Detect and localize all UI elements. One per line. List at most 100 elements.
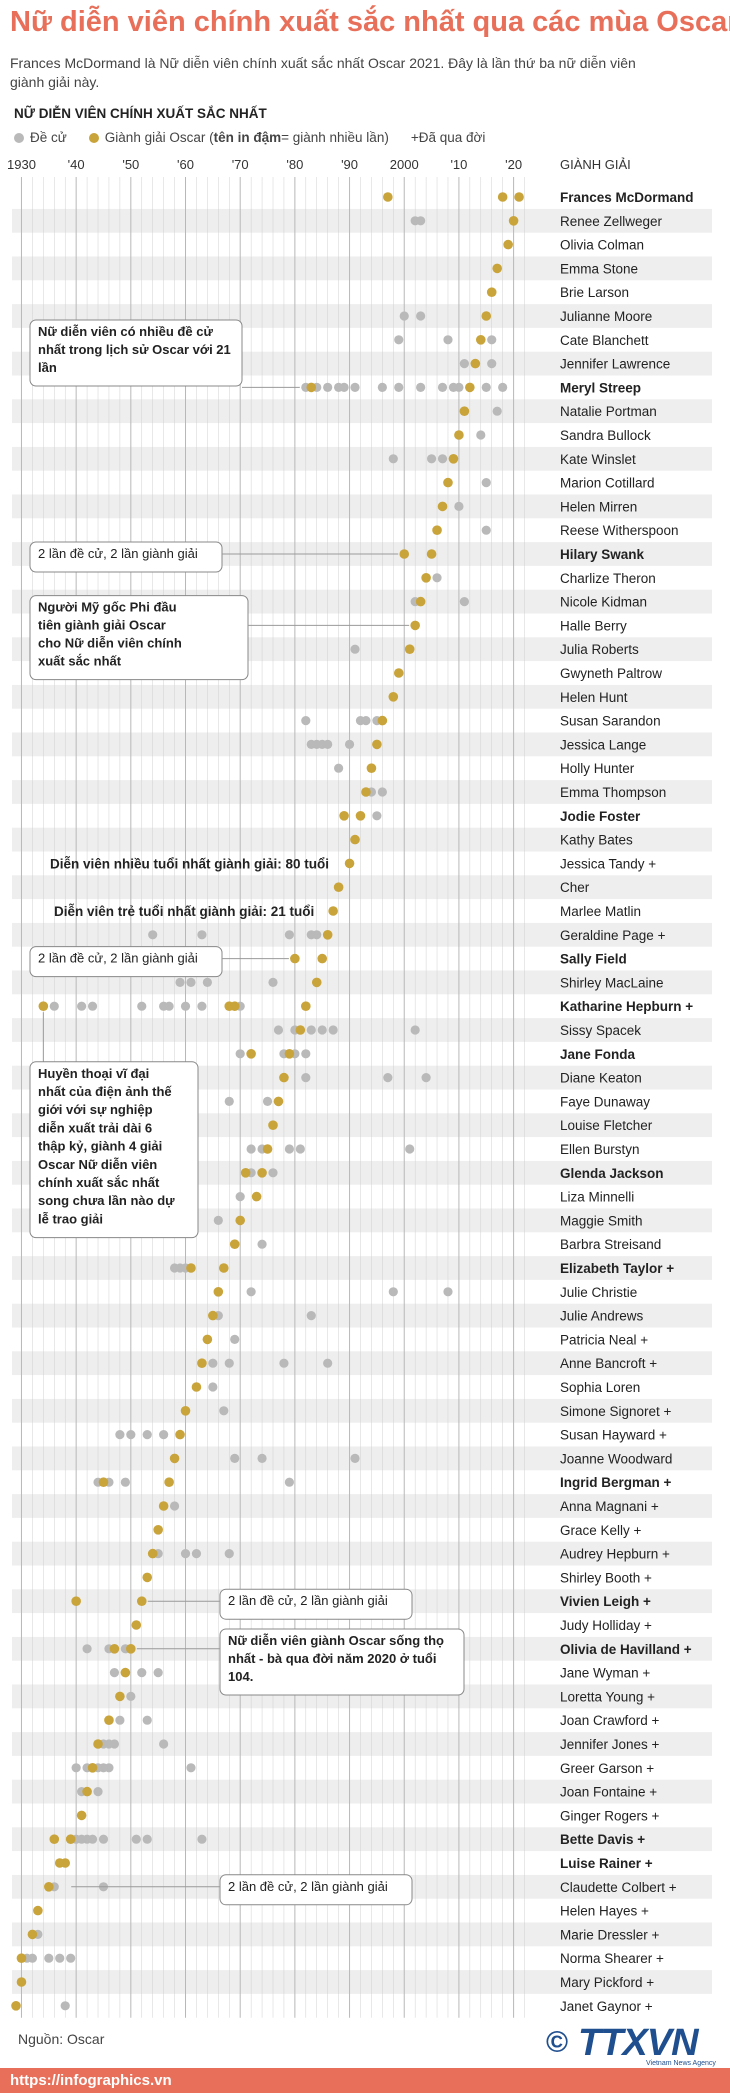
win-dot bbox=[147, 1548, 158, 1559]
win-dot bbox=[470, 358, 481, 369]
nomination-dot bbox=[350, 1453, 360, 1463]
x-tick-label: '70 bbox=[232, 157, 249, 172]
nomination-dot bbox=[159, 1430, 169, 1440]
nomination-dot bbox=[350, 644, 360, 654]
nomination-dot bbox=[164, 1001, 174, 1011]
win-dot bbox=[71, 1596, 81, 1606]
win-dot bbox=[251, 1191, 262, 1202]
win-dot bbox=[497, 192, 508, 202]
nomination-dot bbox=[230, 1334, 240, 1344]
row-stripe bbox=[12, 1018, 712, 1042]
nomination-dot bbox=[175, 977, 185, 988]
nomination-dot bbox=[82, 1644, 92, 1654]
win-dot bbox=[262, 1144, 273, 1154]
win-dot bbox=[180, 1406, 191, 1416]
win-dot bbox=[344, 858, 355, 869]
nomination-dot bbox=[487, 359, 497, 369]
actress-name: Janet Gaynor + bbox=[560, 1999, 653, 2014]
win-dot bbox=[197, 1358, 207, 1368]
win-dot bbox=[208, 1310, 218, 1321]
annotation-box bbox=[219, 1588, 413, 1620]
win-dot bbox=[153, 1525, 163, 1535]
annotation-line: cho Nữ diễn viên chính bbox=[38, 636, 182, 651]
nomination-dot bbox=[306, 1025, 316, 1035]
legend-winner-prefix: Giành giải Oscar ( bbox=[104, 130, 214, 145]
annotation-line: thập kỷ, giành 4 giải bbox=[38, 1139, 162, 1154]
annotation-line: Oscar Nữ diễn viên bbox=[38, 1157, 157, 1172]
actress-name: Frances McDormand bbox=[560, 190, 694, 205]
actress-name: Julie Andrews bbox=[560, 1309, 644, 1324]
nomination-dot bbox=[109, 1739, 120, 1749]
nomination-dot bbox=[197, 1001, 207, 1011]
chart-legend: Đề cử Giành giải Oscar (tên in đậm = già… bbox=[14, 130, 485, 145]
annotation-line: lễ trao giải bbox=[38, 1211, 103, 1226]
row-stripe bbox=[12, 1779, 712, 1804]
win-dot bbox=[448, 454, 459, 464]
nomination-dot bbox=[481, 525, 491, 535]
win-dot bbox=[246, 1049, 256, 1059]
actress-name: Nicole Kidman bbox=[560, 595, 647, 610]
actress-name: Faye Dunaway bbox=[560, 1094, 650, 1109]
actress-name: Shirley MacLaine bbox=[560, 975, 664, 990]
footer-bar: https://infographics.vn bbox=[0, 2068, 730, 2093]
actress-name: Patricia Neal + bbox=[560, 1332, 648, 1347]
actress-name: Julianne Moore bbox=[560, 309, 652, 324]
nomination-dot bbox=[284, 1477, 295, 1487]
nomination-dot bbox=[27, 1953, 38, 1963]
nomination-dot bbox=[284, 930, 295, 940]
win-dot bbox=[82, 1786, 92, 1797]
nomination-dot bbox=[454, 382, 464, 392]
row-stripe bbox=[12, 827, 712, 852]
annotation-line: 2 lần đề cử, 2 lần giành giải bbox=[228, 1879, 388, 1894]
annotation-line: Nữ diễn viên giành Oscar sống thọ bbox=[228, 1633, 444, 1648]
win-dot bbox=[120, 1667, 131, 1678]
nomination-dot bbox=[197, 930, 207, 940]
nomination-dot bbox=[262, 1096, 273, 1106]
nomination-dot bbox=[416, 311, 426, 321]
row-stripe bbox=[12, 1541, 712, 1566]
nomination-dot bbox=[394, 335, 404, 345]
footer-url-link[interactable]: https://infographics.vn bbox=[10, 2072, 172, 2089]
nomination-dot bbox=[71, 1763, 81, 1773]
nomination-dot bbox=[126, 1430, 136, 1440]
nomination-dot bbox=[498, 382, 508, 392]
annotation-box bbox=[219, 1874, 413, 1906]
actress-name: Gwyneth Paltrow bbox=[560, 666, 662, 681]
annotation-oldest: Diễn viên nhiều tuổi nhất giành giải: 80… bbox=[50, 856, 329, 871]
nomination-dot bbox=[66, 1953, 76, 1963]
nomination-dot bbox=[44, 1953, 54, 1963]
nomination-dot bbox=[60, 2001, 70, 2011]
win-dot bbox=[44, 1882, 54, 1892]
actress-name: Marie Dressler + bbox=[560, 1927, 660, 1942]
actress-name: Jodie Foster bbox=[560, 809, 641, 824]
actress-name: Hilary Swank bbox=[560, 547, 645, 562]
win-dot bbox=[399, 549, 410, 559]
annotation-line: xuất sắc nhất bbox=[38, 654, 122, 669]
row-stripe bbox=[12, 732, 712, 757]
actress-name: Audrey Hepburn + bbox=[560, 1547, 670, 1562]
nomination-dot bbox=[208, 1382, 218, 1392]
nomination-dot bbox=[437, 454, 448, 464]
actress-name: Loretta Young + bbox=[560, 1689, 655, 1704]
nomination-dot bbox=[399, 311, 409, 321]
actress-name: Vivien Leigh + bbox=[560, 1594, 651, 1609]
win-dot bbox=[33, 1905, 43, 1916]
actress-name: Joan Fontaine + bbox=[560, 1785, 657, 1800]
win-dot bbox=[115, 1691, 125, 1702]
nomination-dot bbox=[131, 1834, 141, 1844]
win-dot bbox=[273, 1096, 284, 1107]
win-dot bbox=[38, 1001, 49, 1011]
actress-name: Charlize Theron bbox=[560, 571, 656, 586]
actress-name: Greer Garson + bbox=[560, 1761, 654, 1776]
nomination-dot bbox=[481, 478, 491, 488]
actress-name: Anna Magnani + bbox=[560, 1499, 659, 1514]
actress-name: Reese Witherspoon bbox=[560, 523, 679, 538]
win-dot bbox=[410, 620, 420, 631]
nomination-dot bbox=[339, 382, 349, 392]
x-tick-label: '20 bbox=[505, 157, 522, 172]
win-dot bbox=[317, 953, 328, 964]
actress-name: Marion Cotillard bbox=[560, 476, 655, 491]
nomination-dot bbox=[312, 930, 322, 940]
nomination-dot bbox=[421, 1073, 431, 1083]
win-dot bbox=[383, 192, 393, 202]
